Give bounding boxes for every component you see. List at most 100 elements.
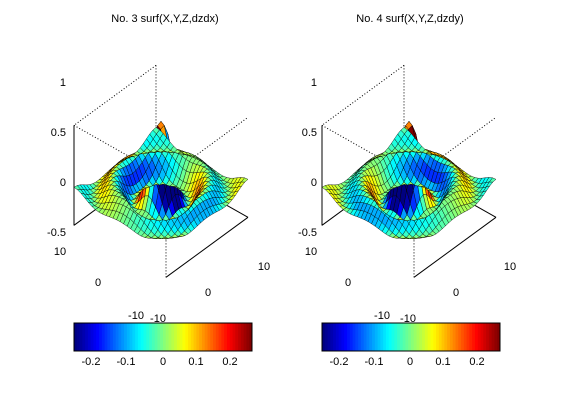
colorbar-swatch-50 xyxy=(213,323,217,351)
colorbar-swatch-30 xyxy=(157,323,161,351)
subplot-2-cbar-tick-neg0.2: -0.2 xyxy=(330,356,349,368)
colorbar-swatch-57 xyxy=(232,323,236,351)
subplot-1-ztick-0: 0 xyxy=(60,177,66,189)
subplot-2-ztick-neg0.5: -0.5 xyxy=(298,227,317,239)
subplot-2-cbar-tick-neg0.1: -0.1 xyxy=(365,356,384,368)
box-back-line-4 xyxy=(165,116,249,178)
subplot-2-colorbar xyxy=(321,322,501,352)
subplot-2-title: No. 4 surf(X,Y,Z,dzdy) xyxy=(356,13,463,25)
surface-patch-675 xyxy=(400,127,408,135)
colorbar-swatch-16 xyxy=(118,323,122,351)
colorbar-swatch-5 xyxy=(335,323,340,351)
colorbar-swatch-46 xyxy=(201,323,206,351)
colorbar-swatch-9 xyxy=(347,323,351,351)
colorbar-swatch-9 xyxy=(99,323,103,351)
colorbar-swatch-2 xyxy=(79,323,83,351)
subplot-1-ztick-1: 1 xyxy=(60,77,66,89)
colorbar-swatch-14 xyxy=(112,323,117,351)
colorbar-swatch-28 xyxy=(151,323,156,351)
colorbar-swatch-16 xyxy=(366,323,370,351)
colorbar-swatch-53 xyxy=(221,323,225,351)
colorbar-swatch-45 xyxy=(199,323,203,351)
colorbar-swatch-26 xyxy=(394,323,398,351)
colorbar-swatch-18 xyxy=(124,323,128,351)
colorbar-swatch-23 xyxy=(137,323,142,351)
colorbar-swatch-15 xyxy=(115,323,119,351)
subplot-2-cbar-tick-0.2: 0.2 xyxy=(469,356,484,368)
colorbar-swatch-4 xyxy=(333,323,337,351)
colorbar-swatch-7 xyxy=(341,323,345,351)
colorbar-swatch-8 xyxy=(344,323,348,351)
subplot-1-cbar-tick-neg0.2: -0.2 xyxy=(82,356,101,368)
surface-patch-675 xyxy=(152,127,160,135)
subplot-1-ztick-0.5: 0.5 xyxy=(51,127,66,139)
subplot-1-surface xyxy=(73,120,249,240)
colorbar-swatch-41 xyxy=(436,323,440,351)
colorbar-swatch-10 xyxy=(349,323,354,351)
colorbar-swatch-58 xyxy=(235,323,239,351)
colorbar-swatch-50 xyxy=(461,323,465,351)
colorbar-swatch-35 xyxy=(171,323,175,351)
subplot-1-cbar-tick-0.1: 0.1 xyxy=(188,356,203,368)
colorbar-swatch-49 xyxy=(458,323,462,351)
subplot-2-ztick-0.5: 0.5 xyxy=(302,127,317,139)
colorbar-swatch-39 xyxy=(430,323,434,351)
colorbar-swatch-41 xyxy=(188,323,192,351)
colorbar-swatch-49 xyxy=(210,323,214,351)
colorbar-swatch-27 xyxy=(397,323,401,351)
subplot-2: No. 4 surf(X,Y,Z,dzdy) 1 0.5 0 -0.5 10 0… xyxy=(298,13,516,368)
box-axis-line-1 xyxy=(413,216,497,278)
colorbar-swatch-12 xyxy=(355,323,359,351)
colorbar-swatch-62 xyxy=(246,323,250,351)
colorbar-swatch-6 xyxy=(90,323,94,351)
colorbar-swatch-60 xyxy=(240,323,245,351)
colorbar-swatch-42 xyxy=(190,323,195,351)
subplot-1-colorbar xyxy=(73,322,253,352)
subplot-1-xtick-neg10: -10 xyxy=(150,313,166,325)
colorbar-swatch-60 xyxy=(488,323,493,351)
colorbar-swatch-36 xyxy=(422,323,426,351)
colorbar-swatch-54 xyxy=(472,323,476,351)
colorbar-swatch-44 xyxy=(444,323,448,351)
colorbar-swatch-44 xyxy=(196,323,200,351)
subplot-2-cbar-tick-0: 0 xyxy=(407,356,413,368)
subplot-2-surface xyxy=(321,120,497,240)
colorbar-swatch-42 xyxy=(438,323,443,351)
colorbar-swatch-11 xyxy=(352,323,356,351)
subplot-1-title: No. 3 surf(X,Y,Z,dzdx) xyxy=(111,13,218,25)
colorbar-swatch-12 xyxy=(107,323,111,351)
colorbar-swatch-18 xyxy=(372,323,376,351)
colorbar-swatch-19 xyxy=(374,323,379,351)
colorbar-swatch-22 xyxy=(135,323,139,351)
colorbar-swatch-17 xyxy=(121,323,125,351)
colorbar-swatch-51 xyxy=(215,323,220,351)
colorbar-swatch-33 xyxy=(165,323,170,351)
box-back-line-2 xyxy=(321,64,405,126)
colorbar-swatch-54 xyxy=(224,323,228,351)
subplot-1-ztick-neg0.5: -0.5 xyxy=(47,227,66,239)
colorbar-swatch-34 xyxy=(416,323,420,351)
colorbar-swatch-48 xyxy=(207,323,211,351)
colorbar-swatch-35 xyxy=(419,323,423,351)
subplot-1-xtick-0: 0 xyxy=(205,287,211,299)
colorbar-swatch-1 xyxy=(324,323,329,351)
colorbar-swatch-11 xyxy=(104,323,108,351)
colorbar-swatch-5 xyxy=(87,323,92,351)
subplot-1-cbar-tick-0.2: 0.2 xyxy=(222,356,237,368)
colorbar-swatch-39 xyxy=(182,323,186,351)
colorbar-swatch-55 xyxy=(474,323,479,351)
colorbar-swatch-28 xyxy=(399,323,404,351)
subplot-2-ytick-10: 10 xyxy=(305,246,317,258)
colorbar-swatch-59 xyxy=(238,323,242,351)
colorbar-swatch-37 xyxy=(424,323,429,351)
colorbar-swatch-25 xyxy=(143,323,147,351)
colorbar-swatch-30 xyxy=(405,323,409,351)
colorbar-swatch-15 xyxy=(363,323,367,351)
colorbar-swatch-0 xyxy=(74,323,78,351)
subplot-2-ytick-neg10: -10 xyxy=(374,310,390,322)
colorbar-swatch-46 xyxy=(449,323,454,351)
colorbar-swatch-3 xyxy=(330,323,334,351)
subplot-1-xtick-10: 10 xyxy=(258,261,270,273)
colorbar-swatch-38 xyxy=(427,323,431,351)
colorbar-swatch-29 xyxy=(154,323,158,351)
